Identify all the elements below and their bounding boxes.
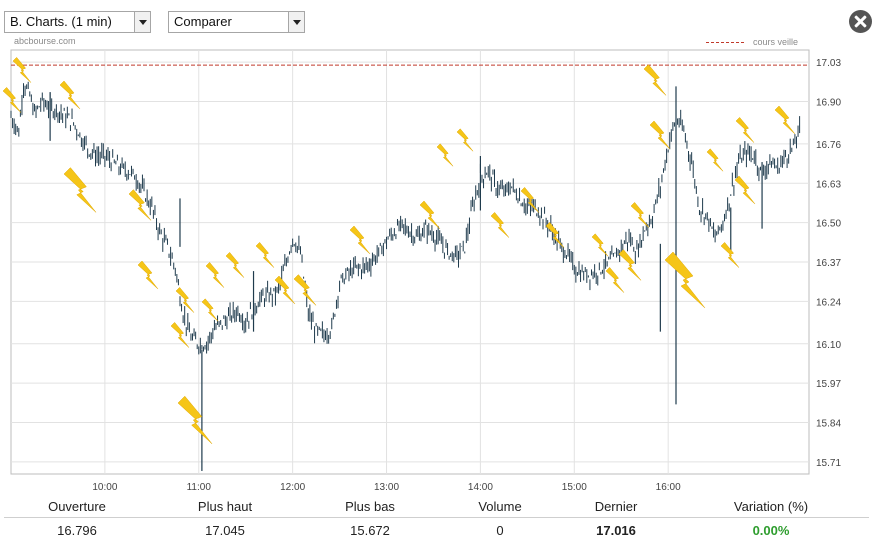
lightning-icon — [225, 252, 245, 278]
lightning-icon — [419, 200, 441, 230]
y-tick-label: 16.63 — [816, 179, 841, 190]
brand-label: abcbourse.com — [14, 36, 76, 46]
lightning-icon — [643, 64, 667, 96]
lightning-icon — [649, 120, 671, 150]
chart-type-select[interactable]: B. Charts. (1 min) — [4, 11, 151, 33]
value-volume: 0 — [496, 523, 504, 538]
y-tick-label: 15.71 — [816, 458, 841, 469]
lightning-icon — [205, 262, 225, 288]
lightning-icon — [255, 242, 275, 268]
lightning-icon — [293, 274, 317, 306]
lightning-icon — [706, 148, 724, 172]
label-open: Ouverture — [48, 499, 106, 514]
lightning-icon — [170, 322, 190, 348]
chevron-down-icon — [134, 12, 150, 32]
compare-select-value: Comparer — [174, 14, 232, 29]
lightning-icon — [545, 222, 565, 248]
lightning-icon — [774, 105, 796, 135]
lightning-icon — [63, 167, 97, 213]
value-low: 15.672 — [350, 523, 390, 538]
x-tick-label: 13:00 — [374, 482, 399, 493]
lightning-icon — [618, 249, 642, 281]
label-variation: Variation (%) — [733, 499, 809, 514]
x-tick-label: 16:00 — [656, 482, 681, 493]
lightning-icon — [664, 251, 706, 309]
x-tick-label: 10:00 — [92, 482, 117, 493]
lightning-icon — [128, 189, 152, 221]
lightning-icon — [630, 202, 650, 228]
lightning-overlay — [2, 57, 796, 444]
y-tick-label: 16.37 — [816, 258, 841, 269]
legend-label: cours veille — [753, 37, 799, 47]
label-high: Plus haut — [197, 499, 253, 514]
value-variation: 0.00% — [752, 523, 790, 538]
y-tick-label: 16.10 — [816, 340, 841, 351]
label-volume: Volume — [478, 499, 522, 514]
lightning-icon — [605, 267, 625, 293]
x-tick-label: 12:00 — [280, 482, 305, 493]
stats-divider — [4, 517, 869, 518]
y-tick-label: 16.90 — [816, 97, 841, 108]
x-tick-label: 11:00 — [187, 482, 212, 493]
axis-ticks: 17.03 16.90 16.76 16.63 16.50 16.37 16.24 16.10… — [92, 58, 841, 493]
lightning-icon — [12, 57, 32, 83]
legend: cours veille — [706, 37, 798, 47]
x-tick-label: 14:00 — [468, 482, 493, 493]
lightning-icon — [2, 87, 22, 113]
lightning-icon — [520, 187, 540, 213]
x-tick-label: 15:00 — [562, 482, 587, 493]
lightning-icon — [274, 275, 296, 305]
lightning-icon — [175, 287, 195, 313]
compare-select[interactable]: Comparer — [168, 11, 305, 33]
lightning-icon — [720, 242, 740, 268]
y-tick-label: 16.76 — [816, 140, 841, 151]
value-high: 17.045 — [205, 523, 245, 538]
lightning-icon — [735, 117, 755, 143]
lightning-icon — [734, 175, 756, 205]
lightning-icon — [591, 233, 609, 257]
lightning-icon — [490, 212, 510, 238]
lightning-icon — [137, 260, 159, 290]
lightning-icon — [177, 395, 213, 444]
chart-type-select-value: B. Charts. (1 min) — [10, 14, 112, 29]
y-tick-label: 15.97 — [816, 379, 841, 390]
label-low: Plus bas — [345, 499, 395, 514]
y-tick-label: 16.50 — [816, 219, 841, 230]
lightning-icon — [456, 128, 474, 152]
lightning-icon — [59, 80, 81, 110]
value-last: 17.016 — [596, 523, 636, 538]
close-icon[interactable] — [849, 10, 872, 33]
lightning-icon — [436, 143, 454, 167]
chevron-down-icon — [288, 12, 304, 32]
y-tick-label: 17.03 — [816, 58, 841, 69]
legend-swatch — [706, 41, 744, 43]
value-open: 16.796 — [57, 523, 97, 538]
lightning-icon — [201, 298, 219, 322]
y-tick-label: 16.24 — [816, 297, 841, 308]
price-bars — [10, 81, 801, 471]
lightning-icon — [349, 225, 371, 255]
label-last: Dernier — [594, 499, 638, 514]
y-tick-label: 15.84 — [816, 419, 841, 430]
